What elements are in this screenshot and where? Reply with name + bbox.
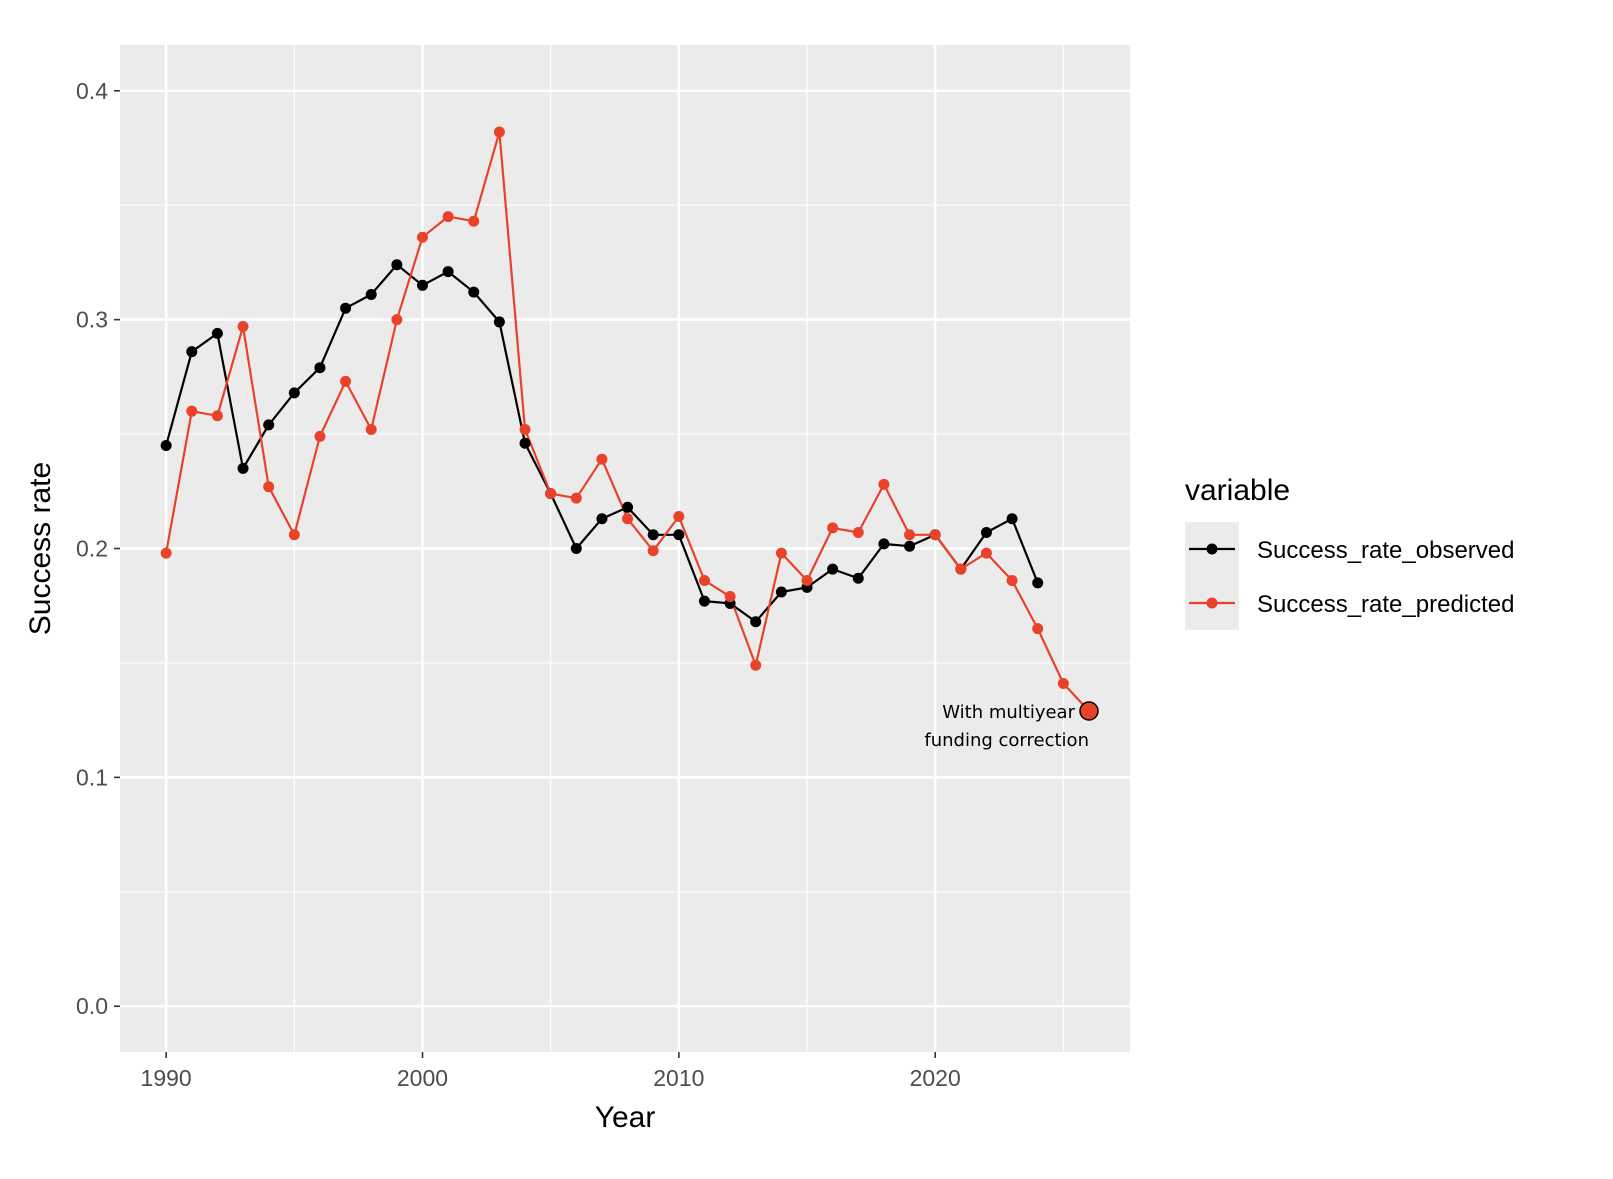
data-point-Success_rate_observed [622,501,634,513]
data-point-Success_rate_observed [570,543,582,554]
data-point-Success_rate_predicted [622,513,634,525]
data-point-Success_rate_predicted [647,545,659,557]
axis-ticks: 0.0 0.1 0.2 0.3 0.4 1990 2000 2010 2020 [76,78,961,1091]
x-tick-label: 1990 [141,1065,192,1091]
data-point-Success_rate_observed [519,437,531,449]
data-point-Success_rate_observed [468,286,480,298]
annotation-marker [1079,701,1099,721]
data-point-Success_rate_observed [263,419,275,431]
y-tick-label: 0.2 [76,536,108,562]
legend-key-background [1185,522,1239,630]
data-point-Success_rate_observed [750,616,762,628]
data-point-Success_rate_predicted [391,314,403,326]
legend-label: Success_rate_predicted [1257,591,1514,618]
data-point-Success_rate_observed [904,540,916,552]
data-point-Success_rate_predicted [801,575,813,587]
data-point-Success_rate_predicted [570,492,582,504]
data-point-Success_rate_observed [493,316,505,328]
data-point-Success_rate_observed [775,586,787,598]
y-tick-label: 0.3 [76,307,108,333]
data-point-Success_rate_observed [698,595,710,607]
data-point-Success_rate_predicted [673,510,685,522]
data-point-Success_rate_predicted [314,430,326,442]
data-point-Success_rate_observed [647,529,659,541]
data-point-Success_rate_predicted [288,529,300,541]
data-point-Success_rate_predicted [955,563,967,575]
data-point-Success_rate_predicted [160,547,172,559]
data-point-Success_rate_observed [827,563,839,575]
y-tick-label: 0.0 [76,993,108,1019]
x-tick-label: 2000 [397,1065,448,1091]
data-point-Success_rate_predicted [980,547,992,559]
data-point-Success_rate_observed [1032,577,1044,589]
legend: variable Success_rate_observedSuccess_ra… [1185,474,1514,630]
annotation-text: funding correction [924,730,1089,751]
data-point-Success_rate_predicted [211,410,223,422]
data-point-Success_rate_predicted [827,522,839,534]
data-point-Success_rate_observed [211,327,223,339]
data-point-Success_rate_predicted [596,453,608,465]
data-point-Success_rate_observed [878,538,890,550]
data-point-Success_rate_predicted [365,423,377,435]
data-point-Success_rate_observed [160,440,172,452]
data-point-Success_rate_observed [186,346,198,358]
data-point-Success_rate_observed [980,526,992,538]
data-point-Success_rate_predicted [340,375,352,387]
legend-label: Success_rate_observed [1257,537,1514,564]
data-point-Success_rate_observed [1006,513,1018,525]
data-point-Success_rate_predicted [1006,575,1018,587]
data-point-Success_rate_predicted [519,423,531,435]
data-point-Success_rate_predicted [929,529,941,541]
data-point-Success_rate_predicted [775,547,787,559]
y-tick-label: 0.4 [76,78,108,104]
data-point-Success_rate_predicted [724,591,736,603]
data-point-Success_rate_observed [237,462,249,474]
data-point-Success_rate_predicted [1032,623,1044,635]
data-point-Success_rate_observed [596,513,608,525]
data-point-Success_rate_predicted [468,215,480,227]
legend-key-point [1206,597,1218,609]
data-point-Success_rate_observed [365,288,377,300]
x-tick-label: 2010 [653,1065,704,1091]
data-point-Success_rate_observed [673,529,685,541]
data-point-Success_rate_predicted [1057,678,1069,690]
data-point-Success_rate_predicted [416,231,428,243]
data-point-Success_rate_predicted [904,529,916,541]
data-point-Success_rate_observed [288,387,300,399]
data-point-Success_rate_predicted [186,405,198,417]
data-point-Success_rate_predicted [545,488,557,500]
data-point-Success_rate_predicted [852,526,864,538]
data-point-Success_rate_observed [314,362,326,374]
annotation-layer: With multiyear funding correction [924,701,1099,751]
data-point-Success_rate_observed [340,302,352,314]
legend-items: Success_rate_observed Success_rate_predic… [1189,537,1514,618]
y-axis-title: Success rate [24,462,57,635]
x-tick-label: 2020 [910,1065,961,1091]
data-point-Success_rate_predicted [750,659,762,671]
annotation-text: With multiyear [942,702,1075,723]
data-point-Success_rate_observed [442,266,454,278]
data-point-Success_rate_observed [391,259,403,271]
data-point-Success_rate_predicted [878,478,890,490]
x-axis-title: Year [595,1101,656,1134]
data-point-Success_rate_predicted [442,211,454,223]
data-point-Success_rate_observed [852,572,864,584]
data-point-Success_rate_observed [416,279,428,291]
data-point-Success_rate_predicted [493,126,505,138]
data-point-Success_rate_predicted [698,575,710,587]
data-point-Success_rate_predicted [237,321,249,333]
data-point-Success_rate_predicted [263,481,275,493]
legend-key-point [1206,543,1218,555]
y-tick-label: 0.1 [76,764,108,790]
legend-title: variable [1185,474,1290,507]
